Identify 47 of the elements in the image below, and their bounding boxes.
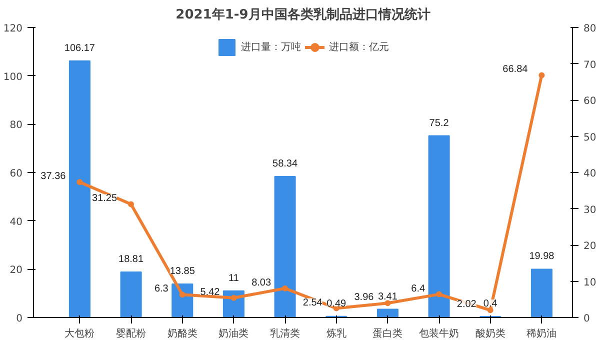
data-label: 3.96 (354, 292, 374, 304)
data-label: 2.54 (302, 297, 323, 308)
y2-tick-label: 60 (584, 96, 596, 107)
data-label: 31.25 (92, 193, 118, 204)
data-label: 13.85 (170, 266, 196, 278)
y2-tick-label: 0 (584, 314, 590, 324)
data-label: 18.81 (118, 254, 144, 266)
data-label: 11 (228, 272, 240, 284)
legend-label: 进口额：亿元 (329, 40, 389, 54)
x-tick-label: 包装牛奶 (419, 328, 460, 340)
data-label: 0.4 (483, 298, 498, 310)
y2-tick-label: 40 (584, 168, 596, 180)
y-tick-label: 80 (10, 120, 23, 132)
data-label: 37.36 (40, 171, 66, 182)
data-label: 58.34 (272, 158, 298, 170)
x-tick-label: 酸奶类 (475, 328, 506, 340)
data-label: 8.03 (252, 277, 272, 288)
data-label: 3.41 (378, 291, 398, 302)
x-tick-label: 乳清类 (270, 328, 300, 340)
chart-title: 2021年1-9月中国各类乳制品进口情况统计 (176, 6, 430, 22)
y-tick-label: 60 (10, 168, 23, 180)
y2-tick-label: 70 (584, 60, 596, 71)
y2-tick-label: 20 (584, 241, 596, 252)
data-label: 6.4 (411, 283, 426, 294)
x-tick-label: 大包粉 (64, 328, 95, 340)
y2-tick-label: 10 (584, 277, 596, 288)
x-tick-label: 奶油类 (218, 328, 249, 340)
x-tick-label: 稀奶油 (526, 328, 557, 340)
data-label: 19.98 (529, 251, 555, 262)
x-tick-label: 婴配粉 (116, 328, 146, 340)
data-label: 75.2 (429, 118, 450, 129)
data-label: 6.3 (154, 284, 169, 295)
data-label: 66.84 (502, 64, 528, 76)
y-tick-label: 40 (10, 216, 23, 228)
y2-tick-label: 30 (584, 204, 596, 216)
y-tick-label: 120 (3, 24, 23, 34)
y-tick-label: 0 (16, 314, 23, 324)
y2-tick-label: 80 (584, 24, 596, 34)
x-tick-label: 炼乳 (326, 328, 346, 340)
y-tick-label: 100 (3, 72, 23, 83)
y-tick-label: 20 (10, 265, 23, 276)
legend-label: 进口量：万吨 (241, 40, 301, 54)
data-label: 106.17 (64, 42, 96, 54)
x-tick-label: 蛋白类 (372, 328, 403, 340)
y2-tick-label: 50 (584, 132, 596, 144)
data-label: 2.02 (456, 299, 477, 310)
x-tick-label: 奶酪类 (167, 328, 198, 340)
